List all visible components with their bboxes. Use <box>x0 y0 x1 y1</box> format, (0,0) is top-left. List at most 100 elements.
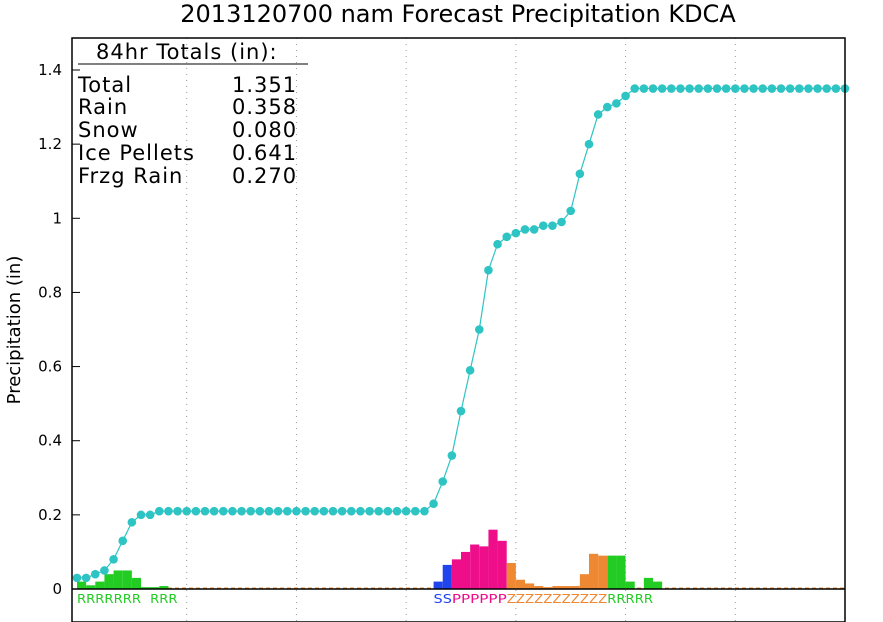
ptype-label: RRR <box>150 592 177 606</box>
total-point <box>72 573 82 583</box>
total-point <box>136 510 146 520</box>
total-point <box>237 506 246 516</box>
y-axis-label: Precipitation (in) <box>4 256 25 405</box>
bar-ice-pellets <box>470 544 480 589</box>
bar-rain <box>113 570 123 589</box>
total-point <box>118 536 128 546</box>
ptype-label: ZZZZZZZZZZZ <box>507 592 608 606</box>
bar-frzg-rain <box>579 574 589 589</box>
y-tick-label: 0.8 <box>38 283 62 301</box>
bar-rain <box>95 581 105 589</box>
total-point <box>566 206 576 216</box>
plot-frame <box>71 37 846 622</box>
total-point <box>730 84 740 93</box>
total-point <box>712 84 722 93</box>
total-point <box>209 506 219 516</box>
total-point <box>328 506 338 516</box>
bar-rain <box>625 581 635 589</box>
bar-frzg-rain <box>506 563 516 589</box>
bar-frzg-rain <box>561 586 571 589</box>
total-point <box>740 84 749 93</box>
total-point <box>392 506 402 516</box>
total-point <box>218 506 228 516</box>
ptype-label: RRRRRRR <box>77 592 141 606</box>
bar-rain <box>653 581 663 589</box>
legend-label-rain: Rain <box>78 95 128 119</box>
total-point <box>767 84 777 93</box>
bar-rain <box>86 585 96 589</box>
total-point <box>831 84 841 93</box>
legend-label-snow: Snow <box>78 118 139 142</box>
bar-rain <box>141 587 151 589</box>
bar-ice-pellets <box>488 529 498 589</box>
total-point <box>154 506 164 516</box>
bar-ice-pellets <box>451 559 461 589</box>
chart-title: 2013120700 nam Forecast Precipitation KD… <box>180 0 736 28</box>
legend-value-total: 1.351 <box>232 73 297 97</box>
legend-value-snow: 0.080 <box>232 118 297 142</box>
total-point <box>639 84 649 93</box>
bar-rain <box>150 587 160 589</box>
bar-rain <box>643 577 653 589</box>
total-point <box>182 506 192 516</box>
total-point <box>228 506 237 516</box>
bar-rain <box>77 581 87 589</box>
y-tick-label: 1.2 <box>38 135 62 153</box>
total-point <box>164 506 173 516</box>
total-point <box>630 84 640 93</box>
total-point <box>804 84 813 93</box>
total-point <box>337 506 347 516</box>
bar-frzg-rain <box>543 587 553 589</box>
total-point <box>648 84 658 93</box>
total-point <box>456 406 466 416</box>
total-point <box>575 169 585 179</box>
total-point <box>81 573 91 583</box>
total-point <box>90 569 100 579</box>
bar-frzg-rain <box>589 553 599 589</box>
total-point <box>593 110 603 119</box>
total-line-series <box>72 84 850 583</box>
total-point <box>666 84 676 93</box>
total-point <box>785 84 795 93</box>
total-point <box>749 84 758 93</box>
total-point <box>100 566 109 575</box>
total-point <box>310 506 320 516</box>
bar-rain <box>122 570 132 589</box>
total-point <box>429 499 438 509</box>
precip-type-labels: RRRRRRR RRR SS PPPPPP ZZZZZZZZZZZ RRRRR <box>77 592 653 606</box>
bar-ice-pellets <box>497 540 507 589</box>
total-point <box>438 477 448 486</box>
total-point <box>602 102 612 112</box>
bar-frzg-rain <box>598 555 608 589</box>
y-tick-label: 0.4 <box>38 432 62 450</box>
total-point <box>621 91 630 101</box>
y-tick-label: 0.2 <box>38 506 62 524</box>
total-point <box>292 506 301 516</box>
total-point <box>319 506 329 516</box>
total-point <box>200 506 210 516</box>
total-point <box>447 451 457 460</box>
total-point <box>191 506 201 516</box>
y-tick-label: 0 <box>52 580 62 598</box>
total-point <box>520 225 530 234</box>
bar-rain <box>131 577 141 589</box>
legend-heading: 84hr Totals (in): <box>96 40 278 64</box>
total-point <box>465 365 475 375</box>
bar-snow <box>433 581 443 589</box>
total-point <box>694 84 704 93</box>
total-point <box>346 506 356 516</box>
bar-frzg-rain <box>570 586 580 589</box>
legend-value-rain: 0.358 <box>232 95 297 119</box>
bar-frzg-rain <box>534 586 544 589</box>
legend-label-frzg-rain: Frzg Rain <box>78 164 183 188</box>
total-point <box>657 84 667 93</box>
bar-frzg-rain <box>515 579 525 589</box>
bar-rain <box>607 555 617 589</box>
total-point <box>109 555 118 564</box>
total-point <box>264 506 274 516</box>
y-tick-label: 1 <box>52 209 62 227</box>
total-point <box>612 99 621 108</box>
bar-ice-pellets <box>479 546 489 589</box>
bar-rain <box>159 586 169 589</box>
